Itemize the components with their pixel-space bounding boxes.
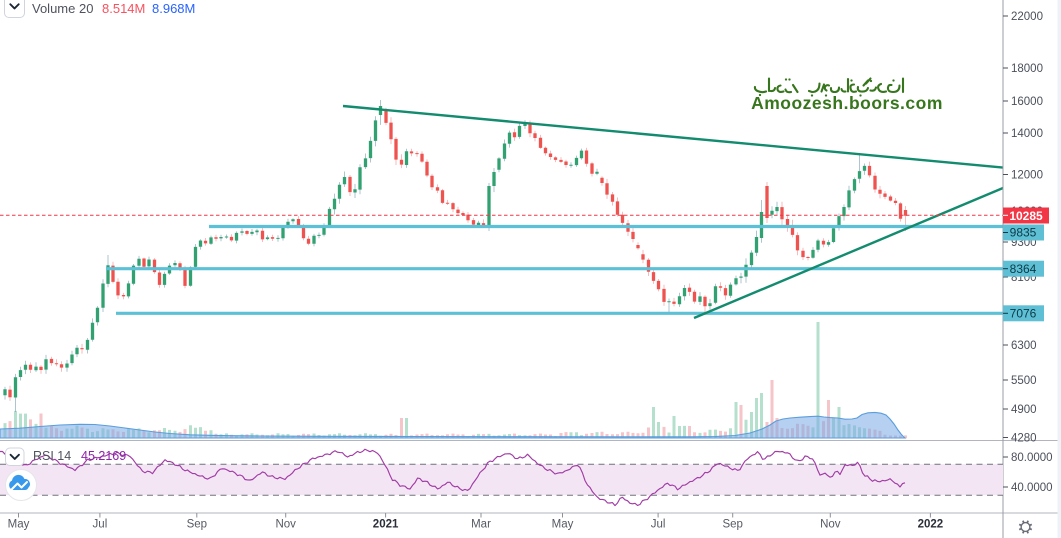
svg-text:6300: 6300 [1011,340,1037,352]
svg-text:22000: 22000 [1011,11,1043,23]
svg-text:18000: 18000 [1011,63,1043,75]
svg-text:Sep: Sep [187,519,207,531]
svg-text:45.2169: 45.2169 [81,449,126,463]
svg-text:5500: 5500 [1011,375,1037,387]
svg-text:14000: 14000 [1011,128,1043,140]
svg-text:2022: 2022 [918,519,944,531]
svg-text:Jul: Jul [651,519,666,531]
svg-text:Nov: Nov [275,519,296,531]
svg-text:Jul: Jul [93,519,108,531]
svg-text:40.0000: 40.0000 [1011,482,1053,494]
svg-text:9835: 9835 [1010,226,1037,240]
svg-text:Nov: Nov [820,519,841,531]
svg-text:10285: 10285 [1009,209,1043,223]
svg-text:Volume 20: Volume 20 [32,1,93,16]
svg-text:2021: 2021 [373,519,399,531]
svg-text:16000: 16000 [1011,96,1043,108]
svg-text:80.0000: 80.0000 [1011,452,1053,464]
svg-text:May: May [552,519,574,531]
svg-text:Sep: Sep [722,519,742,531]
svg-text:Mar: Mar [471,519,491,531]
svg-text:May: May [8,519,30,531]
svg-text:RSI 14: RSI 14 [33,449,71,463]
svg-text:4900: 4900 [1011,404,1037,416]
svg-text:4280: 4280 [1011,433,1037,445]
svg-text:8.514M: 8.514M [102,1,145,16]
svg-text:Amoozesh.boors.com: Amoozesh.boors.com [751,93,943,113]
svg-text:8.968M: 8.968M [152,1,195,16]
svg-text:7076: 7076 [1010,307,1037,321]
svg-text:8364: 8364 [1010,262,1037,276]
svg-text:12000: 12000 [1011,170,1043,182]
